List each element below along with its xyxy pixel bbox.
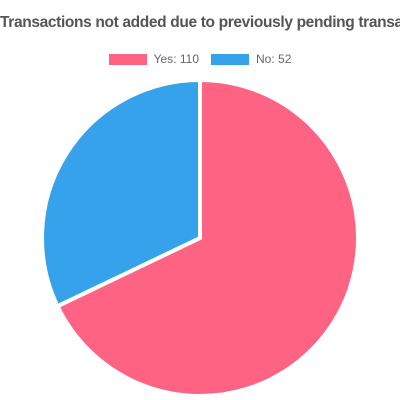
legend-value-no: 52	[278, 52, 292, 66]
legend-label-no: No	[256, 52, 278, 66]
legend-value-yes: 110	[179, 52, 199, 66]
legend-swatch-no	[211, 53, 249, 65]
pie-slice-yes[interactable]	[54, 77, 360, 398]
pie-slice-no[interactable]	[40, 77, 202, 309]
legend-item-yes[interactable]: Yes110	[108, 52, 199, 66]
legend-label-yes: Yes	[154, 52, 180, 66]
legend-swatch-yes	[108, 53, 147, 65]
legend-item-no[interactable]: No52	[211, 52, 291, 66]
chart-title: Transactions not added due to previously…	[0, 14, 400, 31]
chart-legend: Yes110 No52	[0, 52, 400, 66]
